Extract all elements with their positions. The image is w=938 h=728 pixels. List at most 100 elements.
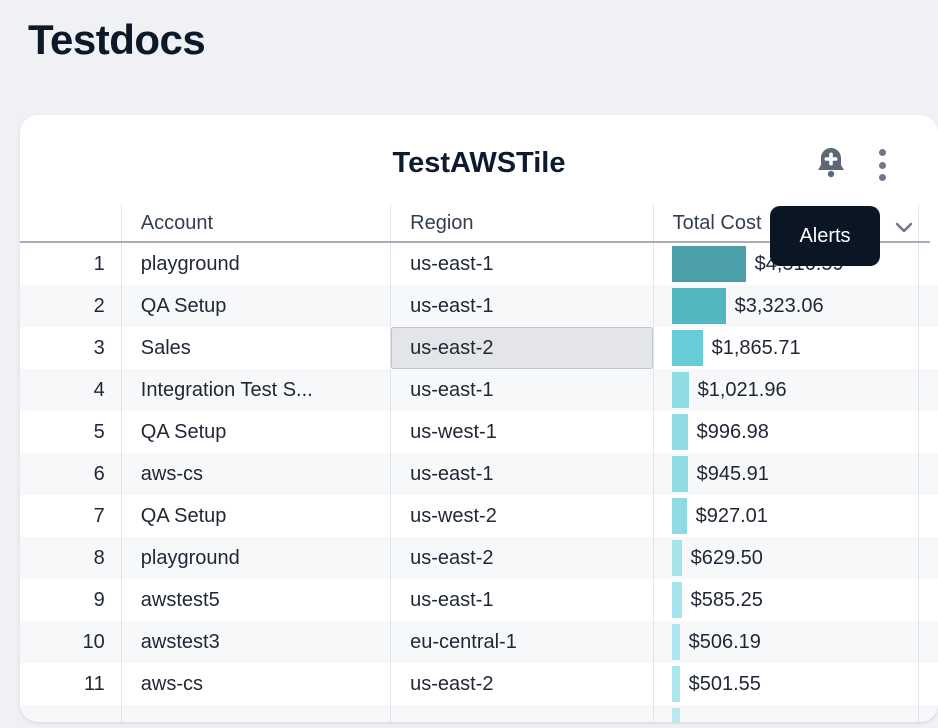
cost-bar — [671, 540, 682, 576]
table-row: 6 aws-cs us-east-1 $945.91 — [20, 453, 938, 495]
page-title: Testdocs — [28, 16, 206, 63]
extra-cell — [918, 453, 938, 495]
header-row-number — [20, 205, 121, 241]
total-cost-cell[interactable]: $3,323.06 — [652, 285, 918, 327]
kebab-dot-icon — [878, 149, 886, 156]
extra-cell — [918, 537, 938, 579]
table-row: 3 Sales us-east-2 $1,865.71 — [20, 327, 938, 369]
kebab-dot-icon — [878, 174, 886, 181]
region-cell[interactable]: us-east-1 — [390, 369, 652, 411]
extra-cell — [918, 579, 938, 621]
header-extra — [918, 205, 938, 241]
account-cell[interactable]: awstest3 — [120, 621, 390, 663]
cost-value: $1,865.71 — [711, 336, 801, 359]
row-number: 2 — [93, 294, 105, 317]
extra-cell — [918, 369, 938, 411]
header-account[interactable]: Account — [120, 205, 390, 241]
row-number — [20, 705, 121, 722]
cost-bar — [671, 456, 688, 492]
extra-cell — [918, 285, 938, 327]
dashboard-tile: TestAWSTile Account Region Total Cost — [20, 115, 938, 722]
extra-cell — [918, 663, 938, 705]
tile-menu-button[interactable] — [872, 149, 892, 181]
table-header-row: Account Region Total Cost — [20, 205, 938, 241]
row-number: 11 — [84, 672, 105, 695]
total-cost-cell[interactable]: $501.55 — [652, 663, 918, 705]
region-cell[interactable]: us-west-2 — [390, 495, 652, 537]
account-cell[interactable]: playground — [120, 243, 390, 285]
region-cell[interactable] — [390, 705, 652, 722]
extra-cell — [918, 243, 938, 285]
account-cell[interactable]: Sales — [120, 327, 390, 369]
total-cost-cell[interactable]: $1,021.96 — [652, 369, 918, 411]
alerts-tooltip: Alerts — [770, 206, 880, 266]
table-row: 9 awstest5 us-east-1 $585.25 — [20, 579, 938, 621]
row-number: 7 — [93, 504, 105, 527]
cost-value: $927.01 — [695, 504, 768, 527]
cost-bar — [671, 372, 689, 408]
total-cost-cell[interactable]: $927.01 — [652, 495, 918, 537]
account-cell[interactable]: aws-cs — [120, 663, 390, 705]
cost-value: $3,323.06 — [734, 294, 824, 317]
extra-cell — [918, 495, 938, 537]
region-cell[interactable]: eu-central-1 — [390, 621, 652, 663]
cost-bar — [671, 708, 680, 722]
account-cell[interactable]: awstest5 — [120, 579, 390, 621]
region-cell[interactable]: us-west-1 — [390, 411, 652, 453]
table-row: 1 playground us-east-1 $4,516.59 — [20, 243, 938, 285]
total-cost-cell[interactable]: $945.91 — [652, 453, 918, 495]
cost-bar — [671, 666, 680, 702]
total-cost-cell[interactable]: $629.50 — [652, 537, 918, 579]
total-cost-cell[interactable]: $585.25 — [652, 579, 918, 621]
header-total-cost[interactable]: Total Cost — [652, 205, 918, 241]
add-alert-button[interactable] — [814, 145, 848, 183]
region-cell[interactable]: us-east-2 — [390, 663, 652, 705]
total-cost-cell[interactable] — [652, 705, 918, 722]
account-cell[interactable]: QA Setup — [120, 285, 390, 327]
row-number: 6 — [93, 462, 105, 485]
account-cell[interactable]: playground — [120, 537, 390, 579]
table-row-partial — [20, 705, 938, 722]
cost-value: $506.19 — [688, 630, 761, 653]
extra-cell — [918, 327, 938, 369]
table-body: 1 playground us-east-1 $4,516.59 2 QA Se… — [20, 243, 938, 722]
account-cell[interactable]: aws-cs — [120, 453, 390, 495]
table-row: 10 awstest3 eu-central-1 $506.19 — [20, 621, 938, 663]
tile-title: TestAWSTile — [392, 147, 566, 179]
cost-value: $945.91 — [696, 462, 769, 485]
cost-value: $585.25 — [690, 588, 763, 611]
row-number: 5 — [93, 420, 105, 443]
row-number: 10 — [82, 630, 105, 653]
region-cell[interactable]: us-east-1 — [390, 453, 652, 495]
cost-bar — [671, 246, 746, 282]
table-row: 8 playground us-east-2 $629.50 — [20, 537, 938, 579]
region-cell[interactable]: us-east-1 — [390, 243, 652, 285]
region-cell[interactable]: us-east-2 — [390, 537, 652, 579]
header-region[interactable]: Region — [390, 205, 652, 241]
account-cell[interactable]: QA Setup — [120, 495, 390, 537]
row-number: 1 — [93, 252, 105, 275]
total-cost-cell[interactable]: $506.19 — [652, 621, 918, 663]
row-number: 8 — [93, 546, 105, 569]
cost-bar — [671, 414, 688, 450]
region-cell[interactable]: us-east-1 — [390, 285, 652, 327]
extra-cell — [918, 411, 938, 453]
account-cell[interactable] — [120, 705, 390, 722]
cost-bar — [671, 330, 703, 366]
chevron-down-icon[interactable] — [894, 221, 914, 235]
total-cost-cell[interactable]: $996.98 — [652, 411, 918, 453]
cost-value: $501.55 — [688, 672, 761, 695]
row-number: 3 — [93, 336, 105, 359]
kebab-dot-icon — [878, 161, 886, 169]
region-cell[interactable]: us-east-1 — [390, 579, 652, 621]
header-divider — [20, 241, 930, 243]
row-number: 9 — [93, 588, 105, 611]
region-cell-selected[interactable]: us-east-2 — [390, 327, 653, 369]
cost-bar — [671, 288, 726, 324]
account-cell[interactable]: Integration Test S... — [120, 369, 390, 411]
extra-cell — [918, 621, 938, 663]
account-cell[interactable]: QA Setup — [120, 411, 390, 453]
total-cost-cell[interactable]: $1,865.71 — [652, 327, 918, 369]
table-row: 5 QA Setup us-west-1 $996.98 — [20, 411, 938, 453]
cost-bar — [671, 582, 682, 618]
